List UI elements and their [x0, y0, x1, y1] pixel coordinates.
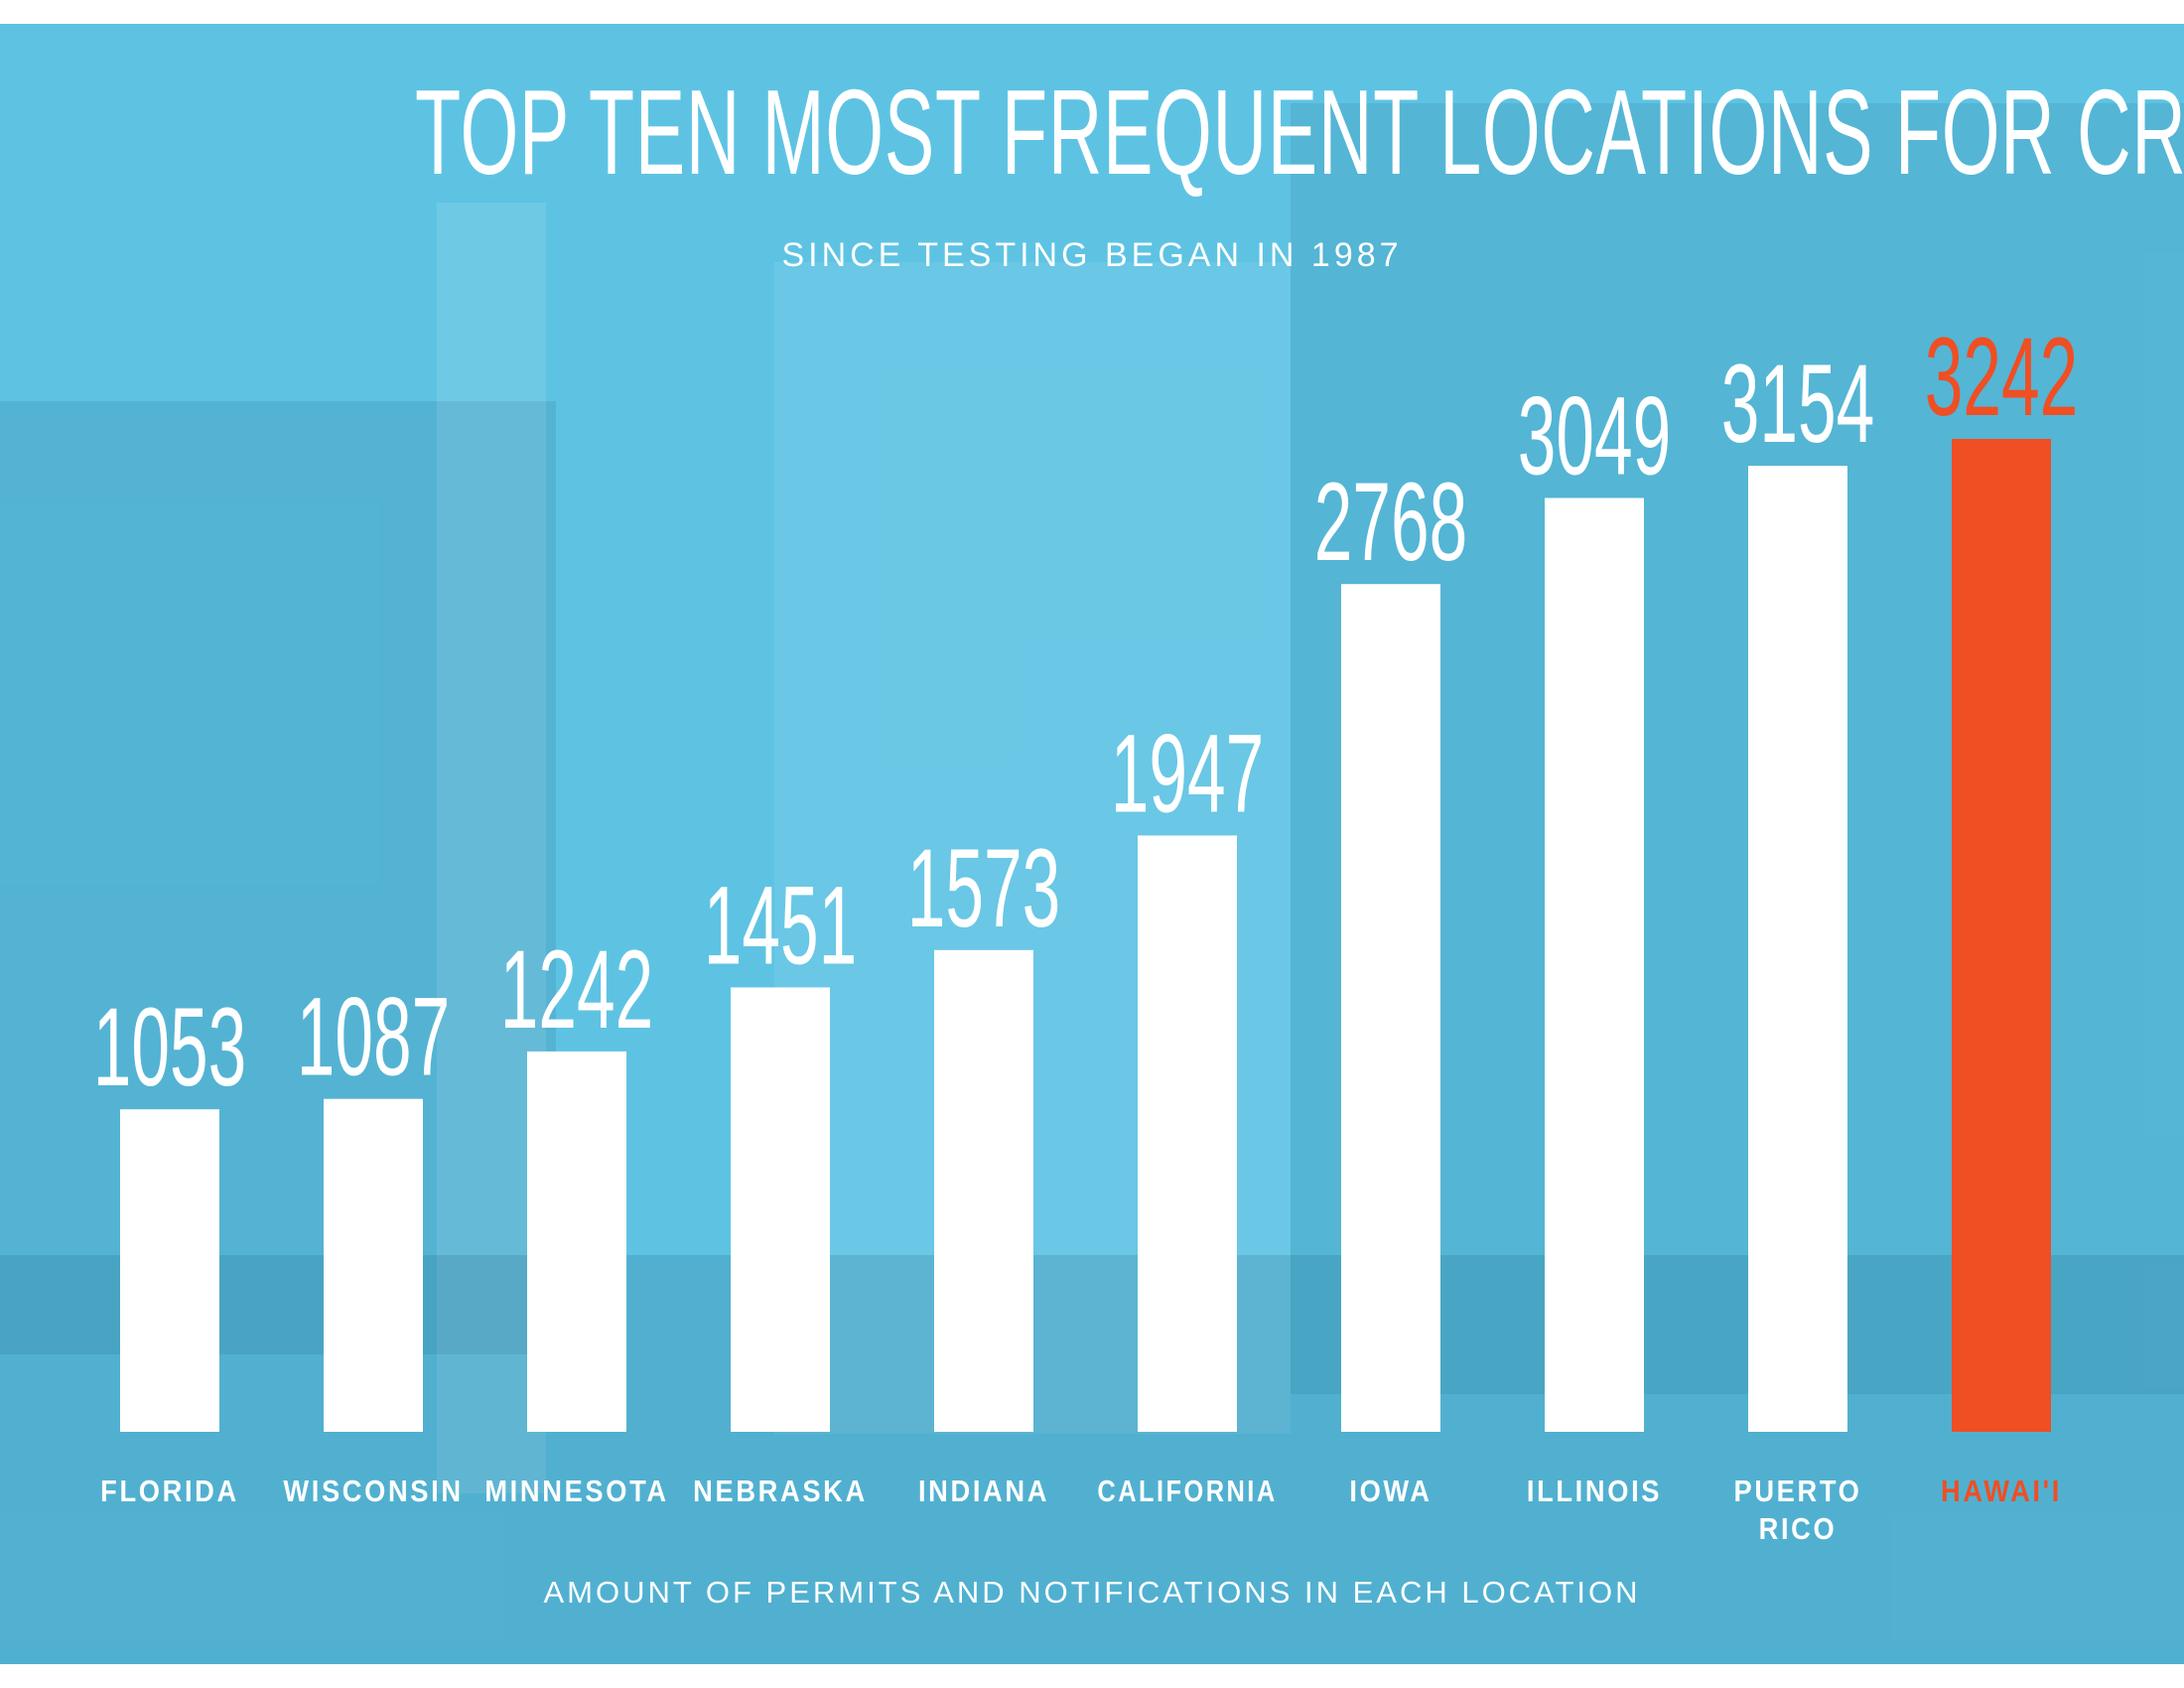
value-label-hawai-i: 3242 — [1925, 315, 2078, 439]
bar-wisconsin — [324, 1098, 423, 1432]
chart-poster: TOP TEN MOST FREQUENT LOCATIONS FOR CROP… — [0, 24, 2184, 1664]
category-label-illinois: ILLINOIS — [1527, 1475, 1662, 1508]
chart-subtitle: SINCE TESTING BEGAN IN 1987 — [781, 236, 1403, 274]
value-label-puerto-rico: 3154 — [1721, 342, 1874, 466]
category-label-puerto-rico: PUERTO RICO — [1734, 1475, 1862, 1546]
category-label-california: CALIFORNIA — [1097, 1475, 1277, 1509]
category-label-florida: FLORIDA — [100, 1475, 239, 1508]
category-label-wisconsin: WISCONSIN — [283, 1475, 463, 1508]
bar-hawai-i — [1952, 439, 2051, 1432]
bar-california — [1138, 835, 1237, 1432]
category-label-indiana: INDIANA — [918, 1475, 1049, 1508]
bars-group — [120, 439, 2051, 1433]
bar-indiana — [934, 949, 1033, 1432]
background-building-left — [0, 401, 556, 1354]
x-axis-label: AMOUNT OF PERMITS AND NOTIFICATIONS IN E… — [543, 1575, 1641, 1610]
bar-nebraska — [731, 987, 830, 1432]
value-label-indiana: 1573 — [907, 826, 1060, 950]
bar-illinois — [1545, 497, 1644, 1433]
bar-puerto-rico — [1748, 466, 1847, 1432]
category-label-hawai-i: HAWAI'I — [1941, 1475, 2062, 1508]
value-label-wisconsin: 1087 — [297, 975, 450, 1099]
bar-iowa — [1341, 584, 1440, 1432]
value-label-california: 1947 — [1111, 711, 1264, 835]
bar-florida — [120, 1109, 219, 1432]
category-label-iowa: IOWA — [1349, 1475, 1432, 1508]
value-label-iowa: 2768 — [1314, 460, 1467, 584]
value-label-minnesota: 1242 — [500, 927, 653, 1052]
category-labels-group: FLORIDA WISCONSIN MINNESOTA NEBRASKA INDIANA… — [100, 1475, 2062, 1547]
bar-minnesota — [527, 1051, 626, 1432]
bar-chart: 1053 1087 1242 1451 1573 1947 2768 3049 3154 3242… — [93, 315, 2078, 1547]
value-labels-group: 1053 1087 1242 1451 1573 1947 2768 3049 3154 3242 — [93, 315, 2078, 1109]
category-label-minnesota: MINNESOTA — [484, 1475, 668, 1508]
value-label-illinois: 3049 — [1518, 374, 1671, 498]
value-label-nebraska: 1451 — [704, 863, 857, 987]
category-label-nebraska: NEBRASKA — [693, 1475, 868, 1508]
value-label-florida: 1053 — [93, 985, 246, 1109]
